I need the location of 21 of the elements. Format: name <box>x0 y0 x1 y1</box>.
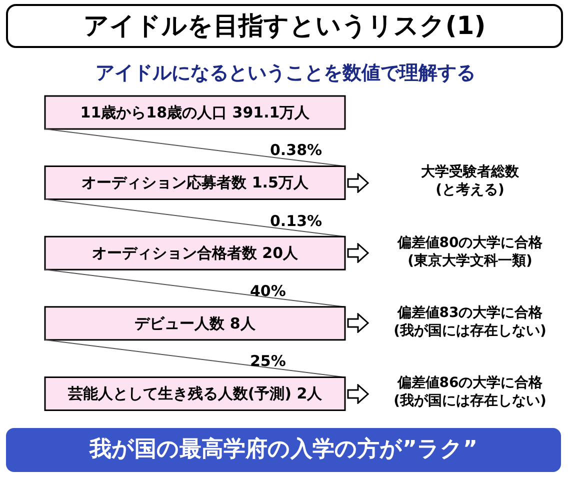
data-label: 391.1万人 <box>232 103 311 122</box>
category-label: デビュー人数 <box>134 314 230 332</box>
text: 我が国の最高学府の入学の方が”ラク” <box>6 428 561 472</box>
text: アイドルを目指すというリスク(1) <box>6 4 563 48</box>
category-label: 11歳から18歳の人口 <box>80 103 232 122</box>
text: 偏差値80の大学に合格 (東京大学文科一類) <box>397 234 543 269</box>
text: 40% <box>250 282 286 300</box>
text: 0.13% <box>270 212 322 230</box>
text: 偏差値86の大学に合格 (我が国には存在しない) <box>394 375 546 410</box>
data-label: 1.5万人 <box>252 174 310 192</box>
text: アイドルになるということを数値で理解する <box>94 61 476 86</box>
text: 0.38% <box>270 141 322 160</box>
text: 25% <box>250 352 286 370</box>
category-label: 芸能人として生き残る人数(予測) <box>66 384 297 403</box>
data-label: 20人 <box>262 244 300 262</box>
data-label: 8人 <box>230 314 256 332</box>
category-label: オーディション応募者数 <box>82 174 252 192</box>
category-label: オーディション合格者数 <box>92 244 262 262</box>
data-label: 2人 <box>296 384 324 403</box>
text: 偏差値83の大学に合格 (我が国には存在しない) <box>394 304 546 339</box>
text: 大学受験者総数 (と考える) <box>421 164 519 198</box>
